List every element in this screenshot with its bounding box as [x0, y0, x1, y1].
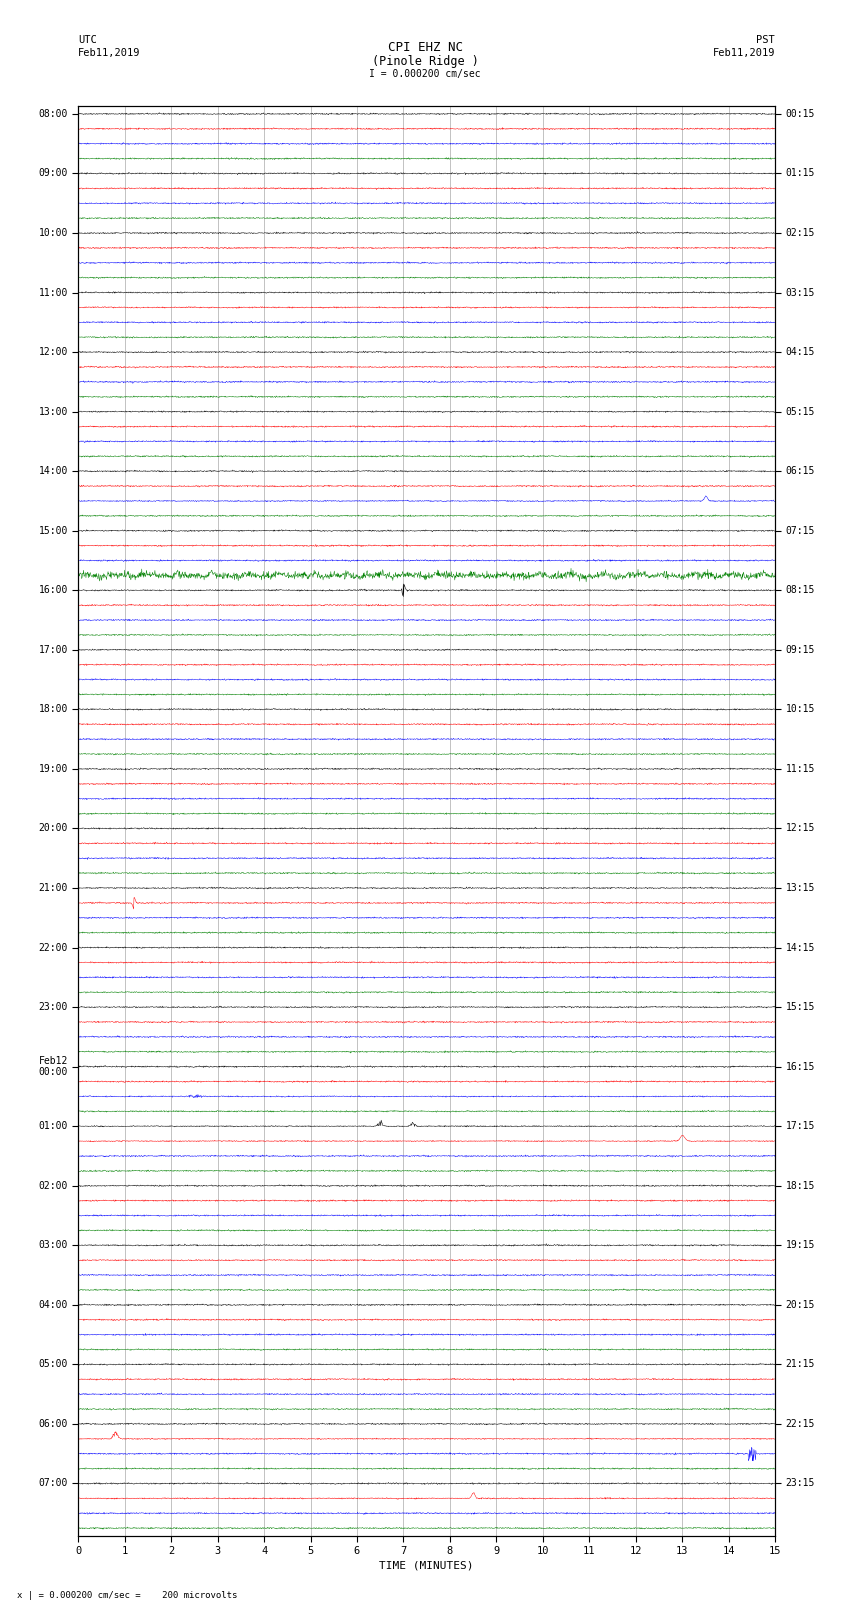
- Text: (Pinole Ridge ): (Pinole Ridge ): [371, 55, 479, 68]
- Text: Feb11,2019: Feb11,2019: [78, 48, 141, 58]
- Text: Feb11,2019: Feb11,2019: [712, 48, 775, 58]
- Text: UTC: UTC: [78, 35, 97, 45]
- Text: x | = 0.000200 cm/sec =    200 microvolts: x | = 0.000200 cm/sec = 200 microvolts: [17, 1590, 237, 1600]
- Text: PST: PST: [756, 35, 775, 45]
- X-axis label: TIME (MINUTES): TIME (MINUTES): [379, 1560, 474, 1569]
- Text: I = 0.000200 cm/sec: I = 0.000200 cm/sec: [369, 69, 481, 79]
- Text: CPI EHZ NC: CPI EHZ NC: [388, 40, 462, 55]
